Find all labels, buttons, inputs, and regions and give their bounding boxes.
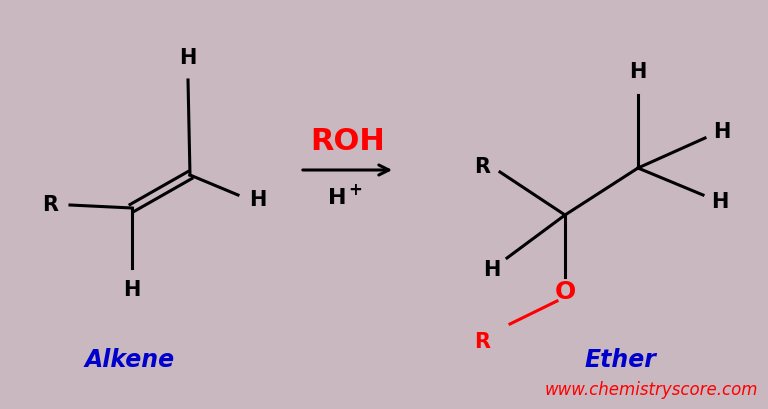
Text: Alkene: Alkene [85, 348, 175, 372]
Text: R: R [474, 157, 490, 177]
Text: R: R [474, 332, 490, 352]
Text: H: H [124, 280, 141, 300]
Text: +: + [349, 181, 362, 199]
Text: H: H [179, 48, 197, 68]
Text: R: R [42, 195, 58, 215]
Text: H: H [483, 260, 501, 280]
Text: www.chemistryscore.com: www.chemistryscore.com [545, 381, 758, 399]
Text: H: H [629, 62, 647, 82]
Text: H: H [713, 122, 730, 142]
Text: H: H [250, 190, 266, 210]
Text: Ether: Ether [584, 348, 656, 372]
Text: H: H [328, 188, 346, 208]
Text: O: O [554, 280, 576, 304]
Text: ROH: ROH [310, 128, 385, 157]
Text: H: H [711, 192, 729, 212]
